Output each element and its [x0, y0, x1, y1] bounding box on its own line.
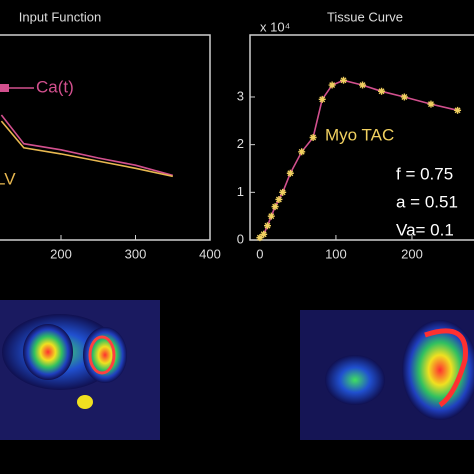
- series-label: LV: [0, 169, 16, 188]
- series-label: Myo TAC: [325, 125, 394, 144]
- fit-parameter: Va= 0.1: [396, 220, 454, 239]
- star-marker: [286, 169, 294, 177]
- y-tick-label: 2: [237, 136, 244, 151]
- pet-blob: [77, 395, 93, 409]
- x-tick-label: 300: [125, 246, 147, 261]
- star-marker: [378, 87, 386, 95]
- series-line: [0, 114, 174, 177]
- fit-parameter: a = 0.51: [396, 192, 458, 211]
- star-marker: [275, 195, 283, 203]
- star-marker: [328, 81, 336, 89]
- star-marker: [427, 100, 435, 108]
- pet-blob: [23, 324, 73, 380]
- pet-blob: [402, 320, 474, 420]
- star-marker: [260, 230, 268, 238]
- x-tick-label: 100: [325, 246, 347, 261]
- star-marker: [359, 81, 367, 89]
- star-marker: [340, 76, 348, 84]
- series-label: Ca(t): [36, 77, 74, 96]
- x-tick-label: 200: [401, 246, 423, 261]
- star-marker: [267, 212, 275, 220]
- chart-title: Tissue Curve: [327, 9, 403, 24]
- star-marker: [256, 234, 264, 242]
- x-tick-label: 0: [256, 246, 263, 261]
- star-marker: [309, 134, 317, 141]
- y-multiplier: x 10⁴: [260, 19, 290, 34]
- chart-title: Input Function: [19, 9, 101, 24]
- star-marker: [454, 106, 462, 114]
- y-tick-label: 0: [237, 231, 244, 246]
- legend-marker: [0, 84, 9, 92]
- pet-ring: [424, 328, 468, 408]
- star-marker: [400, 93, 408, 101]
- pet-blob: [325, 355, 385, 405]
- y-tick-label: 3: [237, 88, 244, 103]
- pet-images: [0, 300, 474, 440]
- star-marker: [279, 188, 287, 196]
- star-marker: [263, 222, 271, 230]
- star-marker: [318, 95, 326, 103]
- plots: Input Function 200 300 400 Tissue Curve 0 100 2…: [0, 9, 474, 261]
- x-tick-label: 200: [50, 246, 72, 261]
- series-line: [0, 120, 173, 178]
- y-tick-label: 1: [237, 184, 244, 199]
- plot-frame: [249, 34, 474, 241]
- star-marker: [271, 203, 279, 211]
- x-tick-label: 400: [199, 246, 221, 261]
- star-marker: [298, 148, 306, 156]
- fit-parameter: f = 0.75: [396, 164, 453, 183]
- pet-ring: [88, 335, 116, 375]
